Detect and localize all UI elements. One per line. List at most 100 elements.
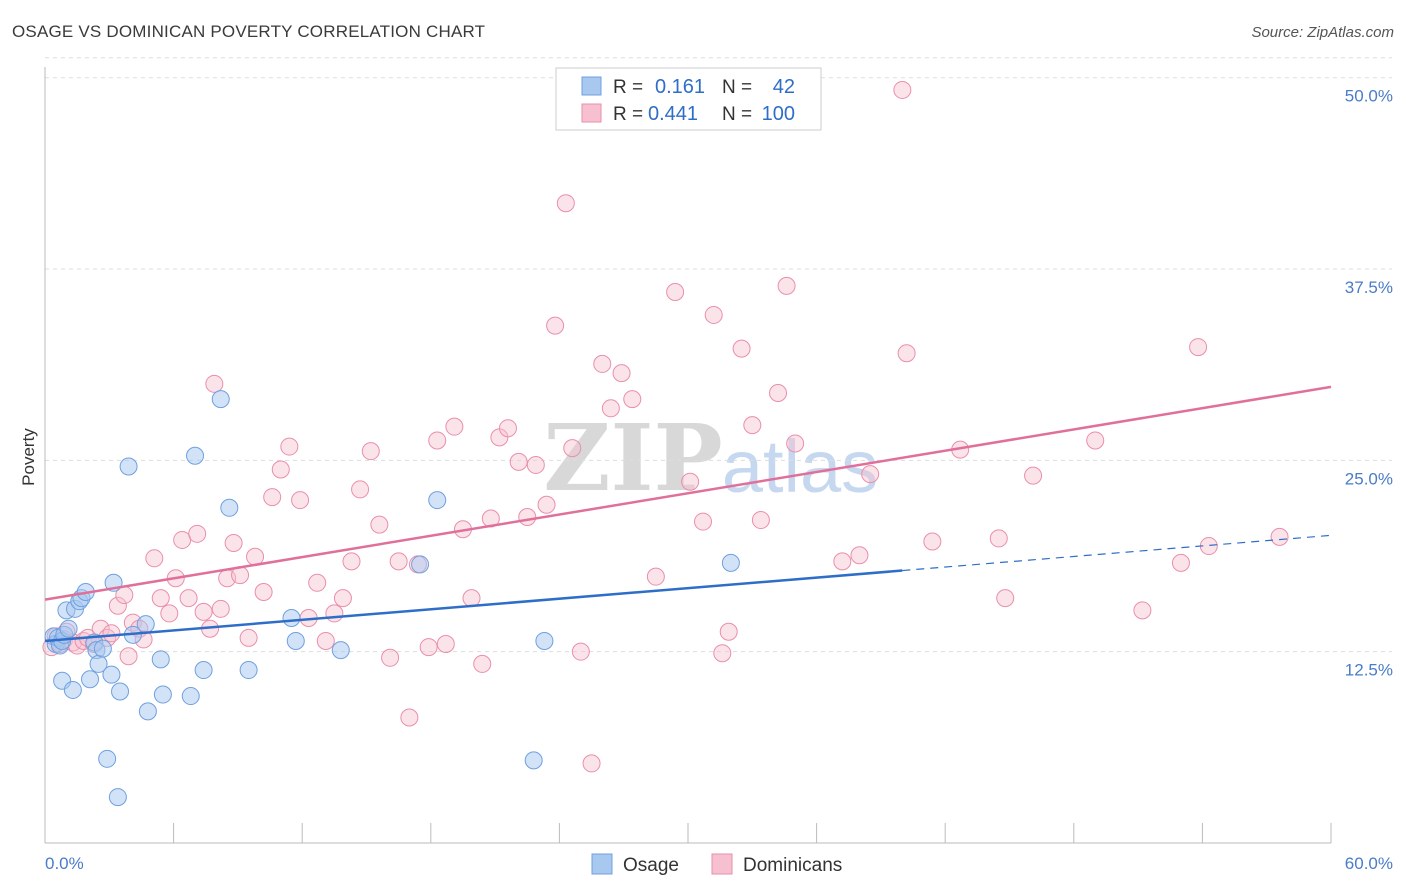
dominicans-point — [211, 599, 230, 618]
dominicans-point — [224, 534, 243, 552]
legend: R = 0.161 N = 42 R = 0.441 N = 100 — [555, 67, 822, 131]
dominicans-point — [666, 282, 685, 301]
dominicans-point — [526, 455, 545, 474]
bottom-legend-swatch-osage — [591, 853, 613, 875]
osage-trend-extension — [902, 534, 1332, 572]
dominicans-point — [188, 524, 207, 543]
dominicans-point — [893, 80, 912, 99]
legend-r-value-osage: 0.161 — [655, 76, 705, 98]
legend-n-label-osage: N = — [722, 77, 752, 98]
dominicans-point — [119, 647, 138, 666]
trend-lines — [44, 385, 1332, 643]
dominicans-point — [445, 417, 464, 436]
osage-point — [138, 702, 157, 721]
osage-point — [151, 650, 170, 669]
osage-trend-line — [44, 569, 903, 643]
osage-point — [102, 665, 121, 684]
dominicans-point — [400, 708, 419, 727]
legend-swatch-dominicans — [581, 103, 602, 123]
dominicans-point — [923, 532, 942, 551]
y-tick-label: 37.5% — [1345, 278, 1393, 297]
dominicans-point — [732, 339, 751, 358]
dominicans-point — [1024, 466, 1043, 485]
dominicans-point — [786, 434, 805, 453]
dominicans-point — [160, 604, 179, 623]
dominicans-point — [473, 654, 492, 673]
dominicans-point — [713, 644, 732, 663]
osage-point — [211, 390, 230, 409]
y-axis-label: Poverty — [19, 428, 38, 486]
dominicans-point — [419, 638, 438, 657]
dominicans-point — [179, 589, 198, 608]
dominicans-point — [428, 431, 447, 450]
dominicans-point — [518, 507, 537, 526]
dominicans-point — [612, 364, 631, 383]
osage-point — [63, 680, 82, 699]
dominicans-point — [1086, 431, 1105, 450]
dominicans-point — [325, 604, 344, 623]
osage-point — [108, 788, 127, 807]
dominicans-point — [681, 472, 700, 491]
legend-n-label-dominicans: N = — [722, 104, 752, 125]
dominicans-point — [646, 567, 665, 586]
osage-point — [721, 553, 740, 572]
chart-title: OSAGE VS DOMINICAN POVERTY CORRELATION C… — [12, 22, 486, 41]
osage-point — [194, 661, 213, 680]
osage-point — [81, 670, 100, 689]
dominicans-point — [1171, 553, 1190, 572]
dominicans-point — [498, 419, 517, 438]
osage-point — [93, 639, 112, 658]
osage-point — [331, 641, 350, 660]
dominicans-point — [769, 384, 788, 402]
dominicans-point — [254, 582, 273, 601]
dominicans-point — [509, 452, 528, 471]
dominicans-point — [151, 589, 170, 608]
dominicans-point — [351, 480, 370, 499]
osage-point — [59, 619, 78, 638]
dominicans-point — [743, 416, 762, 435]
dominicans-point — [719, 622, 738, 641]
dominicans-point — [601, 399, 620, 418]
osage-point — [239, 661, 258, 680]
osage-point — [524, 751, 543, 770]
dominicans-point — [989, 529, 1008, 548]
dominicans-point — [333, 589, 352, 608]
dominicans-point — [694, 512, 713, 531]
dominicans-point — [537, 495, 556, 514]
watermark-zip: ZIP — [543, 404, 722, 512]
y-tick-label: 25.0% — [1345, 469, 1393, 488]
dominicans-trend-line — [44, 385, 1332, 601]
dominicans-point — [316, 631, 335, 650]
dominicans-point — [546, 316, 565, 335]
x-tick-label: 60.0% — [1345, 854, 1393, 873]
dominicans-point — [308, 573, 327, 592]
osage-point — [428, 491, 447, 510]
bottom-legend-dominicans: Dominicans — [743, 855, 842, 876]
dominicans-point — [582, 754, 601, 773]
legend-n-value-dominicans: 100 — [762, 103, 795, 125]
dominicans-point — [389, 552, 408, 571]
osage-point — [535, 631, 554, 650]
dominicans-point — [271, 460, 290, 479]
y-tick-label: 12.5% — [1345, 661, 1393, 680]
osage-point — [220, 498, 239, 517]
legend-n-value-osage: 42 — [773, 76, 795, 98]
dominicans-point — [751, 511, 770, 530]
axes — [44, 67, 1332, 844]
dominicans-point — [194, 602, 213, 621]
osage-point — [111, 682, 130, 701]
dominicans-point — [861, 465, 880, 484]
x-tick-label: 0.0% — [45, 854, 84, 873]
dominicans-point — [556, 194, 575, 213]
dominicans-points — [42, 80, 1289, 773]
dominicans-point — [381, 648, 400, 667]
dominicans-point — [280, 437, 299, 456]
osage-point — [98, 749, 117, 768]
dominicans-point — [263, 488, 282, 507]
legend-r-value-dominicans: 0.441 — [648, 103, 698, 125]
bottom-legend-osage: Osage — [623, 855, 679, 876]
y-tick-label: 50.0% — [1345, 87, 1393, 106]
dominicans-point — [361, 442, 380, 461]
dominicans-point — [623, 390, 642, 409]
